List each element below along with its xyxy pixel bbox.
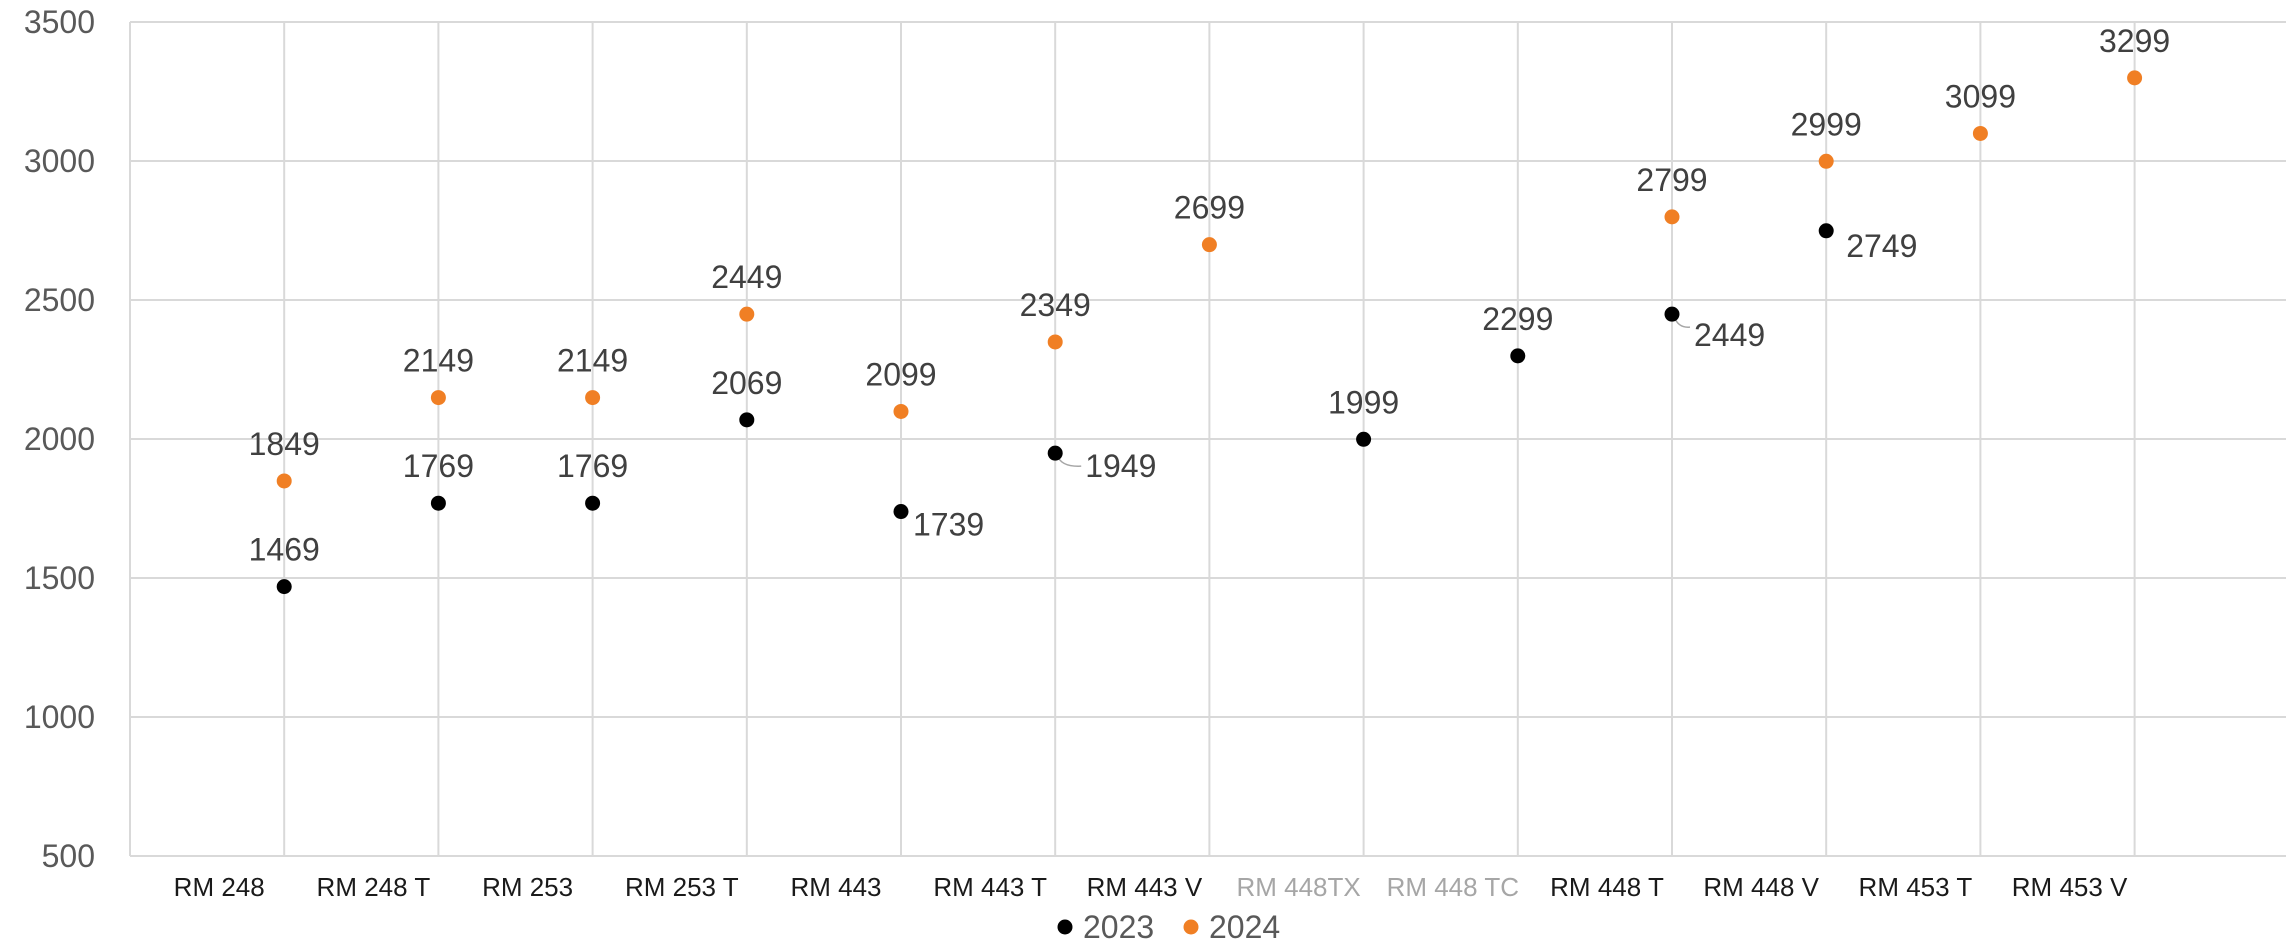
data-points [276, 70, 2143, 595]
legend-label-2024: 2024 [1209, 909, 1280, 945]
data-label-2024: 1849 [249, 426, 320, 462]
x-tick-label: RM 253 T [625, 872, 739, 902]
x-tick-label: RM 443 V [1087, 872, 1203, 902]
x-tick-label: RM 448 T [1550, 872, 1664, 902]
y-tick-label: 500 [42, 838, 95, 874]
data-label-2023: 1739 [913, 507, 984, 543]
data-label-2024: 3099 [1945, 78, 2016, 114]
legend: 2023 2024 [1057, 909, 1280, 945]
data-point-2023 [1664, 306, 1680, 322]
legend-marker-2024 [1183, 919, 1199, 935]
data-point-2023 [893, 504, 909, 520]
data-point-2024 [585, 390, 601, 406]
data-point-2024 [1972, 125, 1988, 141]
data-label-2024: 2099 [865, 356, 936, 392]
data-labels: 1469 1769 1769 2069 1739 1949 1999 2299 2449 2749… [249, 23, 2171, 568]
x-tick-label: RM 453 V [2012, 872, 2128, 902]
data-point-2023 [1356, 431, 1372, 447]
x-tick-label: RM 448 V [1703, 872, 1819, 902]
data-label-2024: 3299 [2099, 23, 2170, 59]
legend-marker-2023 [1057, 919, 1073, 935]
data-label-2023: 2449 [1694, 317, 1765, 353]
data-point-2023 [1818, 223, 1834, 239]
data-point-2023 [1047, 445, 1063, 461]
x-tick-label: RM 253 [482, 872, 573, 902]
y-tick-label: 1500 [24, 560, 95, 596]
gridlines [129, 21, 2286, 857]
y-tick-label: 3000 [24, 143, 95, 179]
data-label-2023: 1469 [249, 532, 320, 568]
data-label-2024: 2999 [1791, 106, 1862, 142]
data-label-2024: 2799 [1636, 162, 1707, 198]
data-point-2023 [585, 495, 601, 511]
data-label-2024: 2149 [403, 343, 474, 379]
data-label-2023: 1769 [557, 448, 628, 484]
data-label-2024: 2349 [1020, 287, 1091, 323]
data-point-2024 [893, 403, 909, 419]
data-label-2024: 2449 [711, 259, 782, 295]
data-label-2023: 2749 [1846, 228, 1917, 264]
data-label-2024: 2149 [557, 343, 628, 379]
x-axis-tick-labels: RM 248 RM 248 T RM 253 RM 253 T RM 443 RM 443… [174, 872, 2128, 902]
data-label-2023: 1949 [1085, 448, 1156, 484]
y-tick-label: 3500 [24, 4, 95, 40]
x-tick-label: RM 248 [174, 872, 265, 902]
legend-label-2023: 2023 [1083, 909, 1154, 945]
data-point-2023 [276, 579, 292, 595]
data-point-2024 [2127, 70, 2143, 86]
data-label-2023: 1999 [1328, 384, 1399, 420]
data-point-2024 [430, 390, 446, 406]
x-tick-label: RM 443 [790, 872, 881, 902]
y-axis-tick-labels: 500 1000 1500 2000 2500 3000 3500 [24, 4, 95, 874]
x-tick-label: RM 448TX [1236, 872, 1360, 902]
data-point-2024 [739, 306, 755, 322]
data-point-2024 [1664, 209, 1680, 225]
y-tick-label: 1000 [24, 699, 95, 735]
data-point-2023 [739, 412, 755, 428]
data-point-2024 [1201, 237, 1217, 253]
data-point-2023 [1510, 348, 1526, 364]
x-tick-label: RM 248 T [317, 872, 431, 902]
x-tick-label: RM 448 TC [1387, 872, 1519, 902]
data-point-2023 [430, 495, 446, 511]
x-tick-label: RM 443 T [933, 872, 1047, 902]
data-label-2023: 2299 [1482, 301, 1553, 337]
data-point-2024 [1047, 334, 1063, 350]
data-point-2024 [1818, 153, 1834, 169]
data-label-2023: 1769 [403, 448, 474, 484]
x-tick-label: RM 453 T [1859, 872, 1973, 902]
data-point-2024 [276, 473, 292, 489]
data-label-2024: 2699 [1174, 190, 1245, 226]
data-label-2023: 2069 [711, 365, 782, 401]
y-tick-label: 2500 [24, 282, 95, 318]
y-tick-label: 2000 [24, 421, 95, 457]
